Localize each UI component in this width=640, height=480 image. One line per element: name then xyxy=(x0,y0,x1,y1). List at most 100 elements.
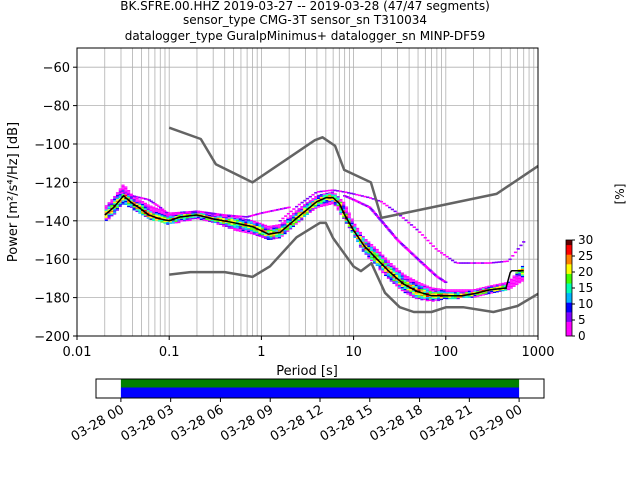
density-cell xyxy=(520,275,525,278)
density-cell xyxy=(437,288,441,290)
density-cell xyxy=(403,287,407,289)
density-outlier xyxy=(284,215,288,217)
density-cell xyxy=(297,221,301,223)
density-cell xyxy=(520,277,525,279)
density-cell xyxy=(124,190,128,193)
density-cell xyxy=(168,221,173,223)
density-cell xyxy=(149,211,153,213)
density-cell xyxy=(498,284,502,287)
density-cell xyxy=(247,228,251,230)
density-cell xyxy=(448,289,452,291)
density-cell xyxy=(149,214,153,216)
density-cell xyxy=(403,288,407,291)
density-cell xyxy=(227,223,231,225)
density-cell xyxy=(462,290,466,293)
density-cell xyxy=(361,235,365,238)
density-cell xyxy=(414,293,418,295)
density-cell xyxy=(314,206,318,208)
density-cell xyxy=(378,266,382,268)
density-outlier xyxy=(399,242,404,245)
density-cell xyxy=(196,212,201,214)
density-outlier xyxy=(423,236,427,239)
density-cell xyxy=(437,296,441,299)
density-cell xyxy=(118,197,122,199)
density-cell xyxy=(342,207,346,209)
density-cell xyxy=(168,212,173,214)
density-cell xyxy=(509,280,513,282)
density-cell xyxy=(350,219,354,222)
colorbar-segment xyxy=(566,310,572,313)
density-cell xyxy=(135,200,139,202)
density-outlier xyxy=(418,231,422,233)
density-cell xyxy=(420,283,424,285)
density-cell xyxy=(386,274,390,277)
density-cell xyxy=(113,201,117,204)
density-cell xyxy=(512,278,516,280)
density-cell xyxy=(233,226,237,228)
density-outlier xyxy=(185,211,189,214)
x-axis-label: Period [s] xyxy=(276,364,338,379)
density-cell xyxy=(465,289,469,291)
density-cell xyxy=(484,289,488,291)
density-outlier xyxy=(433,274,438,277)
density-cell xyxy=(294,220,298,222)
colorbar-segment xyxy=(566,240,572,242)
density-cell xyxy=(104,219,108,221)
density-cell xyxy=(392,276,396,279)
density-cell xyxy=(381,261,385,264)
density-cell xyxy=(261,235,265,237)
density-cell xyxy=(160,209,164,212)
density-cell xyxy=(118,188,122,190)
density-cell xyxy=(398,283,402,285)
density-cell xyxy=(395,283,399,285)
colorbar-segment xyxy=(566,334,572,337)
density-cell xyxy=(127,190,131,192)
density-cell xyxy=(361,240,365,242)
density-outlier xyxy=(238,215,242,218)
density-cell xyxy=(182,218,187,220)
density-cell xyxy=(224,218,228,220)
density-outlier xyxy=(376,215,380,218)
density-outlier xyxy=(426,267,430,269)
density-cell xyxy=(339,198,343,201)
density-outlier xyxy=(251,214,255,217)
density-cell xyxy=(258,225,262,227)
y-tick-label: −160 xyxy=(34,253,70,268)
density-outlier xyxy=(170,213,174,216)
density-outlier xyxy=(319,190,323,193)
density-cell xyxy=(233,225,237,227)
density-cell xyxy=(442,290,446,292)
density-cell xyxy=(115,193,120,195)
density-cell xyxy=(509,281,513,283)
density-cell xyxy=(459,290,463,293)
density-cell xyxy=(171,220,175,223)
density-cell xyxy=(163,215,167,217)
density-cell xyxy=(400,274,404,276)
density-cell xyxy=(149,217,153,219)
density-cell xyxy=(163,222,167,224)
density-cell xyxy=(353,225,357,227)
density-cell xyxy=(451,289,455,291)
density-cell xyxy=(417,293,421,295)
density-cell xyxy=(381,270,385,272)
density-outlier xyxy=(247,215,252,218)
density-cell xyxy=(465,292,469,294)
density-cell xyxy=(244,223,248,225)
density-cell xyxy=(107,202,111,204)
density-cell xyxy=(241,229,245,232)
colorbar-segment xyxy=(566,243,572,246)
density-cell xyxy=(372,250,376,253)
density-cell xyxy=(110,215,114,217)
density-cell xyxy=(367,245,371,248)
density-cell xyxy=(504,289,508,291)
density-cell xyxy=(277,232,282,235)
density-cell xyxy=(411,292,416,294)
density-cell xyxy=(453,297,457,300)
density-cell xyxy=(411,284,416,287)
density-cell xyxy=(115,197,120,200)
density-cell xyxy=(205,214,209,216)
density-cell xyxy=(492,291,497,293)
colorbar-segment xyxy=(566,251,572,254)
density-cell xyxy=(244,230,248,232)
density-cell xyxy=(425,287,430,289)
